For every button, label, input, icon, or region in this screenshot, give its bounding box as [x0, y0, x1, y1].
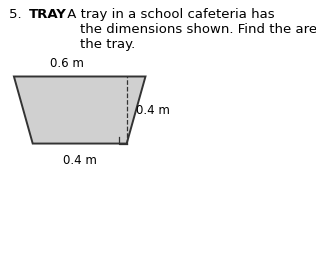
Text: 0.6 m: 0.6 m [50, 57, 84, 70]
Text: TRAY: TRAY [28, 8, 66, 21]
Polygon shape [14, 76, 145, 144]
Text: 0.4 m: 0.4 m [136, 104, 170, 117]
Text: A tray in a school cafeteria has
    the dimensions shown. Find the area of
    : A tray in a school cafeteria has the dim… [63, 8, 316, 51]
Text: 0.4 m: 0.4 m [63, 154, 97, 167]
Text: 5.: 5. [9, 8, 26, 21]
